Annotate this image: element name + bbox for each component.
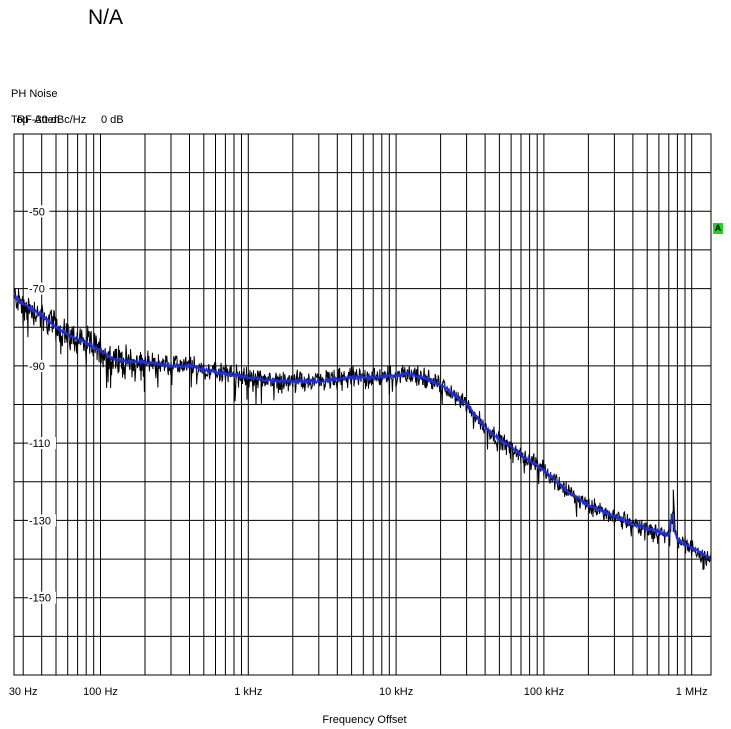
x-tick-label: 1 MHz xyxy=(676,686,708,698)
averaged-noise-trace xyxy=(13,294,712,562)
y-tick-label-backing xyxy=(28,359,50,372)
y-tick-label-backing xyxy=(28,514,56,527)
rf-atten-value: 0 dB xyxy=(101,114,124,126)
x-tick-label: 1 kHz xyxy=(234,686,262,698)
page-title: N/A xyxy=(88,6,124,29)
chart-grid xyxy=(14,134,711,675)
x-tick-label: 30 Hz xyxy=(9,686,38,698)
plot-frame xyxy=(13,133,712,676)
y-axis-ticks: -50 -70 -90 -110 -130 -150 xyxy=(28,205,56,605)
reference-level: Top -30 dBc/Hz xyxy=(11,114,87,126)
y-tick-label: -110 xyxy=(29,438,50,450)
x-tick-label: 100 Hz xyxy=(83,686,118,698)
y-tick-label: -150 xyxy=(29,593,51,605)
y-tick-label-backing xyxy=(28,437,56,450)
y-tick: -70 xyxy=(28,282,50,296)
y-tick: -150 xyxy=(28,591,56,605)
x-tick-label: 10 kHz xyxy=(379,686,413,698)
y-tick-label: -70 xyxy=(29,284,45,296)
y-tick: -90 xyxy=(28,359,50,373)
raw-noise-trace xyxy=(13,287,712,571)
rf-atten-label: RF Atten xyxy=(17,114,60,126)
y-tick: -130 xyxy=(28,514,56,527)
y-tick: -110 xyxy=(28,437,56,450)
y-tick-label-backing xyxy=(28,591,56,604)
y-tick-label: -90 xyxy=(29,361,45,373)
chart-traces xyxy=(13,287,712,571)
y-tick-label: -50 xyxy=(29,206,45,218)
x-axis-ticks: 30 Hz 100 Hz 1 kHz 10 kHz 100 kHz 1 MHz xyxy=(9,686,708,698)
x-tick-label: 100 kHz xyxy=(524,686,564,698)
trace-a-badge: A xyxy=(713,223,723,234)
measurement-mode: PH Noise xyxy=(11,88,58,100)
y-tick: -50 xyxy=(28,205,50,218)
y-tick-label-backing xyxy=(28,205,50,218)
y-tick-label: -130 xyxy=(29,515,51,527)
y-tick-label-backing xyxy=(28,282,50,295)
x-axis-label: Frequency Offset xyxy=(322,714,406,726)
rf-atten-row: RF Atten 0 dB xyxy=(11,101,124,127)
